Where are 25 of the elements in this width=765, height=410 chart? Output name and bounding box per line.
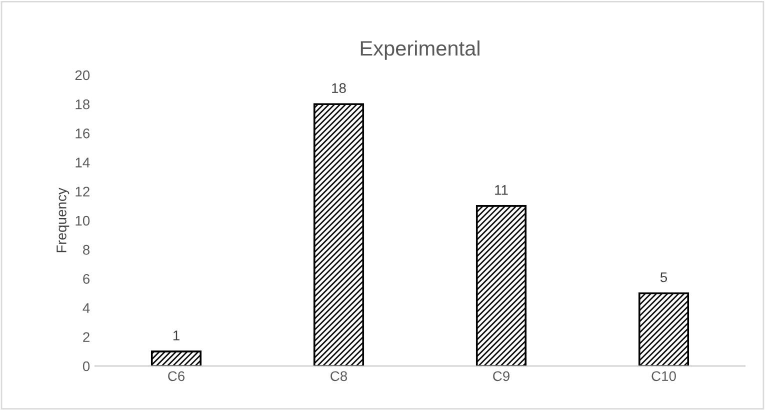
y-tick-label: 4: [82, 303, 90, 313]
data-label: 1: [173, 330, 180, 340]
bar: [313, 103, 364, 366]
y-tick-label: 20: [75, 70, 90, 80]
y-tick-label: 0: [82, 361, 90, 372]
x-tick-label: C10: [652, 371, 676, 382]
bar: [476, 205, 527, 366]
data-label: 18: [332, 83, 346, 94]
y-tick-label: 12: [76, 186, 90, 196]
y-axis-title: Frequency: [56, 188, 70, 252]
y-tick-label: 18: [76, 99, 90, 110]
bar: [150, 350, 202, 366]
y-tick-label: 14: [76, 158, 90, 168]
y-tick-label: 10: [76, 216, 90, 226]
y-tick-label: 6: [83, 274, 90, 284]
x-tick-label: C9: [493, 371, 510, 382]
data-label: 5: [660, 272, 668, 282]
x-tick-label: C8: [330, 371, 348, 382]
x-tick-label: C6: [168, 371, 185, 382]
data-label: 11: [495, 185, 508, 195]
y-tick-label: 2: [83, 332, 90, 342]
y-tick-label: 16: [76, 128, 90, 138]
chart-title: Experimental: [360, 40, 480, 60]
bar: [638, 292, 690, 366]
y-tick-label: 8: [83, 244, 90, 255]
